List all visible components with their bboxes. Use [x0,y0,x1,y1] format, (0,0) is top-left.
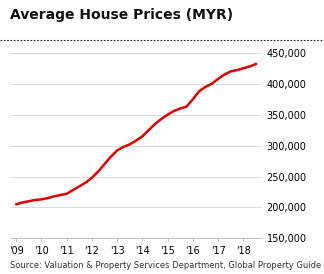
Text: Source: Valuation & Property Services Department, Global Property Guide: Source: Valuation & Property Services De… [10,261,321,270]
Text: Average House Prices (MYR): Average House Prices (MYR) [10,8,233,22]
